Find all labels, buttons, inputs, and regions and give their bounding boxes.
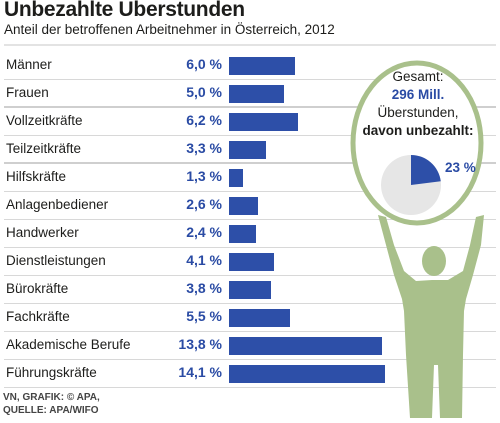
pie-unpaid-slice bbox=[411, 155, 441, 185]
person-silhouette bbox=[360, 215, 500, 423]
bar bbox=[229, 57, 296, 75]
data-label: 3,8 % bbox=[186, 280, 222, 296]
bar-row: Männer 6,0 % bbox=[0, 52, 500, 80]
category-label: Fachkräfte bbox=[6, 309, 70, 324]
row-divider bbox=[4, 387, 496, 388]
bar bbox=[229, 337, 382, 355]
bar-row: Frauen 5,0 % bbox=[0, 80, 500, 108]
source-line-2: QUELLE: APA/WIFO bbox=[3, 405, 99, 416]
top-divider bbox=[4, 44, 496, 46]
bar-row: Dienstleistungen 4,1 % bbox=[0, 248, 500, 276]
row-divider bbox=[4, 162, 496, 164]
row-divider bbox=[4, 331, 496, 332]
row-divider bbox=[4, 79, 496, 80]
data-label: 3,3 % bbox=[186, 140, 222, 156]
bar-row: Fachkräfte 5,5 % bbox=[0, 304, 500, 332]
bar bbox=[229, 309, 290, 327]
source-credit: VN, GRAFIK: © APA, QUELLE: APA/WIFO bbox=[3, 391, 100, 417]
category-label: Frauen bbox=[6, 85, 49, 100]
bar-row: Anlagenbediener 2,6 % bbox=[0, 192, 500, 220]
bar-row: Teilzeitkräfte 3,3 % bbox=[0, 136, 500, 164]
row-divider bbox=[4, 219, 496, 220]
bar-row: Hilfskräfte 1,3 % bbox=[0, 164, 500, 192]
total-label: Gesamt: bbox=[392, 69, 444, 84]
unpaid-label: davon unbezahlt: bbox=[362, 123, 474, 138]
source-line-1: VN, GRAFIK: © APA, bbox=[3, 392, 100, 403]
row-divider bbox=[4, 191, 496, 192]
category-label: Vollzeitkräfte bbox=[6, 113, 83, 128]
category-label: Hilfskräfte bbox=[6, 169, 67, 184]
total-value: 296 Mill. bbox=[391, 87, 445, 102]
category-label: Männer bbox=[6, 57, 52, 72]
data-label: 2,6 % bbox=[186, 196, 222, 212]
data-label: 14,1 % bbox=[178, 364, 222, 380]
category-label: Anlagenbediener bbox=[6, 197, 109, 212]
category-label: Führungskräfte bbox=[6, 365, 97, 380]
data-label: 5,0 % bbox=[186, 84, 222, 100]
row-divider bbox=[4, 247, 496, 248]
data-label: 1,3 % bbox=[186, 168, 222, 184]
category-label: Akademische Berufe bbox=[6, 337, 131, 352]
category-label: Dienstleistungen bbox=[6, 253, 106, 268]
chart-title: Unbezahlte Überstunden bbox=[4, 0, 245, 21]
bar-row: Handwerker 2,4 % bbox=[0, 220, 500, 248]
bar bbox=[229, 169, 244, 187]
bar-row: Vollzeitkräfte 6,2 % bbox=[0, 108, 500, 136]
pie-slice-label: 23 % bbox=[445, 160, 476, 175]
category-label: Teilzeitkräfte bbox=[6, 141, 82, 156]
bar-row: Führungskräfte 14,1 % bbox=[0, 360, 500, 388]
data-label: 13,8 % bbox=[178, 336, 222, 352]
row-divider bbox=[4, 275, 496, 276]
overtime-label: Überstunden, bbox=[377, 105, 459, 120]
data-label: 6,0 % bbox=[186, 56, 222, 72]
bar bbox=[229, 113, 298, 131]
unpaid-pie bbox=[380, 154, 442, 221]
data-label: 2,4 % bbox=[186, 224, 222, 240]
bar bbox=[229, 281, 272, 299]
bar bbox=[229, 253, 275, 271]
row-divider bbox=[4, 106, 496, 108]
bar bbox=[229, 141, 266, 159]
bar bbox=[229, 85, 285, 103]
bar bbox=[229, 197, 258, 215]
bar bbox=[229, 365, 385, 383]
bar-row: Bürokräfte 3,8 % bbox=[0, 276, 500, 304]
data-label: 6,2 % bbox=[186, 112, 222, 128]
chart-subtitle: Anteil der betroffenen Arbeitnehmer in Ö… bbox=[4, 22, 335, 37]
category-label: Handwerker bbox=[6, 225, 79, 240]
row-divider bbox=[4, 359, 496, 360]
bar bbox=[229, 225, 256, 243]
category-label: Bürokräfte bbox=[6, 281, 69, 296]
row-divider bbox=[4, 135, 496, 136]
bar-row: Akademische Berufe 13,8 % bbox=[0, 332, 500, 360]
data-label: 5,5 % bbox=[186, 308, 222, 324]
data-label: 4,1 % bbox=[186, 252, 222, 268]
row-divider bbox=[4, 303, 496, 304]
